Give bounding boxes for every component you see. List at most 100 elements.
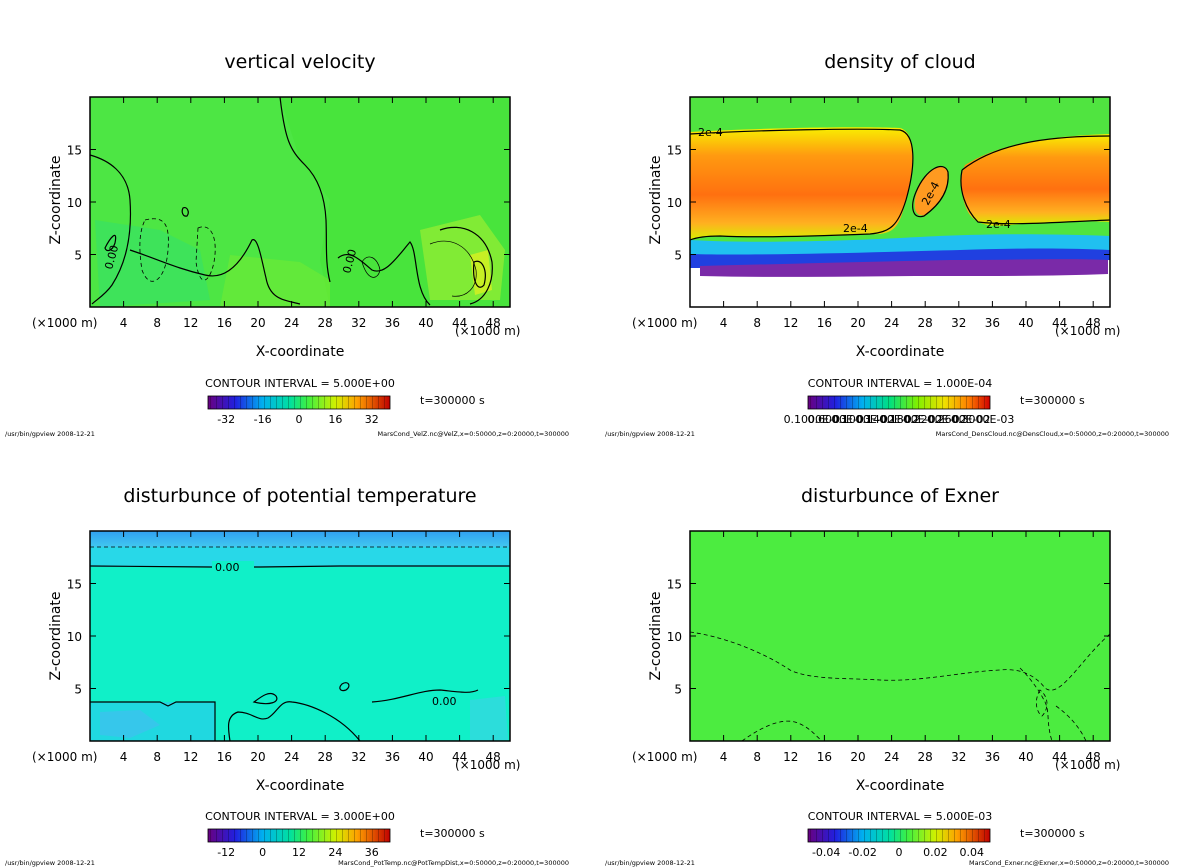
contour-2e-4 <box>961 135 1111 171</box>
colorbar-bands <box>208 396 390 409</box>
contour-zero-line <box>90 701 216 741</box>
colorbar-tick-label: 0.1000E-02 <box>831 413 894 426</box>
cloud-body <box>961 134 1110 226</box>
footer-left: /usr/bin/gpview 2008-12-21 <box>605 430 695 438</box>
x-tick-label: 32 <box>951 750 966 764</box>
x-tick-label: 8 <box>753 750 761 764</box>
panel-exner: disturbunce of Exner 4 8 12 16 20 24 28 32 36 40 4… <box>605 485 1169 867</box>
colorbar-tick-label: 24 <box>328 846 342 859</box>
x-tick-label: 24 <box>284 750 299 764</box>
colorbar-tick-label: 0 <box>259 846 266 859</box>
panel-title: density of cloud <box>824 51 976 73</box>
x-tick-label: 36 <box>985 316 1000 330</box>
y-tick-label: 15 <box>667 578 682 592</box>
x-tick-label: 48 <box>486 750 501 764</box>
plot-area: 2e-4 2e-4 2e-4 2e-4 <box>689 96 1111 308</box>
x-tick-label: 48 <box>486 316 501 330</box>
x-tick-label: 40 <box>418 750 433 764</box>
x-tick-label: 44 <box>452 316 467 330</box>
contour-negative-lines <box>689 631 1111 742</box>
time-label: t=300000 s <box>1020 394 1085 407</box>
x-tick-label: 8 <box>753 316 761 330</box>
contour-2e-4 <box>960 169 1111 225</box>
x-unit-left: (×1000 m) <box>32 750 97 764</box>
x-tick-label: 8 <box>153 316 161 330</box>
contour-interval: CONTOUR INTERVAL = 1.000E-04 <box>808 377 992 390</box>
colorbar-tick-label: 0 <box>296 413 303 426</box>
field-region <box>95 220 210 307</box>
x-tick-label: 20 <box>850 316 865 330</box>
footer-left: /usr/bin/gpview 2008-12-21 <box>605 859 695 867</box>
cloud-body <box>690 127 913 240</box>
x-tick-label: 12 <box>183 750 198 764</box>
y-axis-label: Z-coordinate <box>48 155 64 244</box>
colorbar-ticks: -12 0 12 24 36 <box>217 846 379 859</box>
contour-zero-line <box>339 682 350 692</box>
footer-left: /usr/bin/gpview 2008-12-21 <box>5 859 95 867</box>
y-axis-label: Z-coordinate <box>648 591 664 680</box>
contour-zero-line <box>181 207 189 217</box>
x-tick-label: 4 <box>120 316 128 330</box>
x-tick-label: 36 <box>385 316 400 330</box>
panel-vertical-velocity: vertical velocity <box>5 51 569 438</box>
x-tick-label: 4 <box>720 750 728 764</box>
x-axis-label: X-coordinate <box>856 778 945 794</box>
x-unit-right: (×1000 m) <box>455 324 520 338</box>
x-tick-label: 28 <box>318 750 333 764</box>
x-tick-label: 48 <box>1086 750 1101 764</box>
x-unit-right: (×1000 m) <box>1055 324 1120 338</box>
colorbar-bands <box>808 829 990 842</box>
field-background <box>690 531 1110 741</box>
contour-label: 0.00 <box>432 695 457 708</box>
contour-zero-line <box>104 234 117 252</box>
x-tick-label: 4 <box>720 316 728 330</box>
contour-label: 2e-4 <box>698 126 723 139</box>
y-axis-ticks: 5 10 15 <box>667 578 1110 697</box>
y-tick-label: 10 <box>67 196 82 210</box>
contour-negative-lines <box>139 218 216 282</box>
y-tick-label: 5 <box>74 683 82 697</box>
x-tick-label: 16 <box>817 750 832 764</box>
x-axis-ticks: 4 8 12 16 20 24 28 32 36 40 44 48 <box>720 531 1101 764</box>
colorbar-tick-label: 0 <box>896 846 903 859</box>
contour-thin-line <box>361 256 381 278</box>
colorbar-tick-label: 0.6000E-03 <box>807 413 870 426</box>
cloud-edge <box>690 248 1110 268</box>
y-tick-label: 15 <box>67 144 82 158</box>
x-tick-label: 16 <box>817 316 832 330</box>
footer-right: MarsCond_DensCloud.nc@DensCloud,x=0:5000… <box>936 430 1169 438</box>
colorbar-tick-label: 0.1800E-02 <box>879 413 942 426</box>
colorbar-tick-label: -0.02 <box>848 846 876 859</box>
field-top-band <box>90 531 510 547</box>
x-axis-ticks: 4 8 12 16 20 24 28 32 36 40 44 48 <box>120 531 501 764</box>
contour-zero-line <box>279 96 331 283</box>
contour-label: 0.00 <box>340 248 359 275</box>
x-tick-label: 48 <box>1086 316 1101 330</box>
x-tick-label: 20 <box>250 750 265 764</box>
colorbar-tick-label: 0.02 <box>923 846 948 859</box>
contour-zero-line <box>337 241 431 306</box>
contour-label: 2e-4 <box>843 222 868 235</box>
x-tick-label: 44 <box>1052 316 1067 330</box>
footer-left: /usr/bin/gpview 2008-12-21 <box>5 430 95 438</box>
y-axis-label: Z-coordinate <box>48 591 64 680</box>
y-tick-label: 15 <box>667 144 682 158</box>
x-tick-label: 4 <box>120 750 128 764</box>
colorbar-tick-label: -12 <box>217 846 235 859</box>
x-tick-label: 12 <box>783 750 798 764</box>
x-tick-label: 24 <box>284 316 299 330</box>
x-tick-label: 36 <box>985 750 1000 764</box>
contour-lines <box>89 565 510 742</box>
contour-zero-line <box>371 689 479 703</box>
y-tick-label: 5 <box>74 249 82 263</box>
x-tick-label: 44 <box>452 750 467 764</box>
contour-zero-line <box>89 565 510 568</box>
contour-zero-line <box>439 226 493 305</box>
x-tick-label: 24 <box>884 750 899 764</box>
panel-title: disturbunce of potential temperature <box>123 485 476 507</box>
contour-interval: CONTOUR INTERVAL = 5.000E-03 <box>808 810 992 823</box>
colorbar-tick-label: -32 <box>217 413 235 426</box>
time-label: t=300000 s <box>420 827 485 840</box>
x-tick-label: 32 <box>351 750 366 764</box>
